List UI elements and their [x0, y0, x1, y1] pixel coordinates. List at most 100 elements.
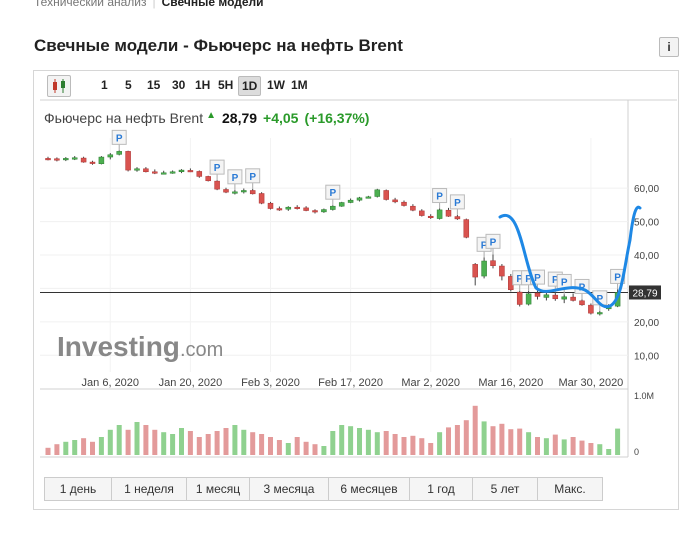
- period-button-2[interactable]: 1 месяц: [187, 478, 250, 500]
- volume-bar: [383, 431, 389, 455]
- period-button-6[interactable]: 5 лет: [473, 478, 538, 500]
- period-button-3[interactable]: 3 месяца: [250, 478, 329, 500]
- timeframe-1[interactable]: 1: [101, 78, 108, 92]
- candle-body: [143, 168, 149, 173]
- timeframe-5[interactable]: 5: [125, 78, 132, 92]
- candle-body: [98, 156, 105, 164]
- x-tick-label: Mar 30, 2020: [558, 377, 623, 389]
- volume-bar: [552, 434, 558, 455]
- candle: [232, 189, 238, 195]
- candle-body: [588, 304, 594, 314]
- chart-type-button[interactable]: [47, 75, 71, 97]
- pattern-marker: P: [209, 159, 225, 181]
- volume-bar: [526, 432, 532, 455]
- candle-body: [338, 202, 345, 207]
- y-tick-label: 40,00: [634, 251, 659, 262]
- breadcrumb-parent[interactable]: Технический анализ: [34, 0, 147, 9]
- volume-bar: [321, 446, 327, 455]
- volume-bar: [187, 431, 193, 455]
- x-tick-label: Mar 2, 2020: [401, 377, 460, 389]
- volume-bar: [472, 405, 478, 455]
- candle: [214, 180, 220, 191]
- candle-body: [374, 189, 381, 197]
- candle: [98, 156, 105, 165]
- volume-bar: [268, 437, 273, 455]
- timeframe-1w[interactable]: 1W: [267, 78, 285, 92]
- up-arrow-icon: ▲: [206, 110, 216, 121]
- candle: [107, 153, 114, 160]
- candle-body: [71, 157, 78, 160]
- candle-body: [383, 190, 389, 200]
- candle: [312, 209, 318, 214]
- pattern-marker-label: P: [534, 273, 541, 284]
- candle-body: [410, 205, 416, 211]
- candle-body: [276, 208, 283, 211]
- timeframe-15[interactable]: 15: [147, 78, 161, 92]
- candle: [152, 169, 158, 175]
- candle-body: [463, 219, 470, 238]
- timeframe-1h[interactable]: 1H: [195, 78, 211, 92]
- candle-body: [436, 209, 443, 219]
- volume-bar: [54, 444, 60, 455]
- volume-tick-label: 1.0M: [634, 391, 654, 401]
- pattern-marker-label: P: [116, 133, 123, 144]
- pattern-marker-label: P: [436, 192, 443, 203]
- candle: [445, 207, 452, 217]
- candle: [419, 209, 425, 217]
- candle-body: [249, 190, 256, 195]
- candle: [169, 170, 176, 174]
- timeframe-5h[interactable]: 5H: [218, 78, 234, 92]
- pattern-marker-label: P: [249, 172, 256, 183]
- candle-body: [472, 264, 478, 278]
- candle-body: [543, 294, 550, 298]
- candle-body: [63, 158, 69, 161]
- candle-body: [481, 260, 487, 277]
- volume-bar: [312, 444, 318, 455]
- candle: [249, 188, 256, 195]
- volume-bar: [90, 441, 95, 455]
- volume-bar: [454, 425, 460, 455]
- candle-body: [534, 292, 541, 297]
- logo-bold: Investing: [57, 331, 180, 362]
- candle-body: [125, 151, 131, 171]
- pattern-marker-box: [325, 184, 341, 200]
- timeframe-1d[interactable]: 1D: [238, 76, 262, 96]
- candle-body: [445, 209, 452, 217]
- period-button-1[interactable]: 1 неделя: [112, 478, 187, 500]
- info-icon[interactable]: i: [659, 37, 679, 57]
- volume-bar: [339, 425, 345, 455]
- period-selector: 1 день 1 неделя 1 месяц 3 месяца 6 месяцев 1 …: [44, 477, 603, 501]
- candle-body: [294, 206, 300, 209]
- y-tick-label: 60,00: [634, 184, 659, 195]
- candle: [196, 170, 203, 178]
- candle-body: [205, 176, 211, 182]
- timeframe-30[interactable]: 30: [172, 78, 186, 92]
- period-button-4[interactable]: 6 месяцев: [329, 478, 410, 500]
- y-tick-label: 10,00: [634, 351, 659, 362]
- candle: [338, 201, 345, 207]
- period-button-0[interactable]: 1 день: [45, 478, 112, 500]
- candle: [267, 201, 274, 210]
- volume-bar: [303, 441, 309, 455]
- volume-bar: [170, 434, 176, 455]
- candle-body: [258, 193, 265, 204]
- candle: [63, 157, 69, 162]
- x-tick-label: Feb 17, 2020: [318, 377, 383, 389]
- candle-body: [169, 171, 176, 174]
- pattern-marker-label: P: [481, 240, 488, 251]
- period-button-7[interactable]: Макс.: [554, 482, 586, 496]
- candle: [347, 198, 354, 204]
- volume-bar: [535, 437, 540, 455]
- timeframe-1m[interactable]: 1M: [291, 78, 308, 92]
- candle: [134, 167, 140, 172]
- candle-body: [196, 171, 203, 177]
- candle-body: [419, 210, 425, 216]
- investing-logo: Investing .com: [57, 331, 223, 362]
- pattern-marker-label: P: [525, 274, 532, 285]
- volume-tick-label: 0: [634, 447, 639, 457]
- volume-bar: [419, 438, 425, 455]
- period-button-5[interactable]: 1 год: [410, 478, 473, 500]
- candle-body: [490, 260, 496, 266]
- volume-bar: [365, 429, 371, 455]
